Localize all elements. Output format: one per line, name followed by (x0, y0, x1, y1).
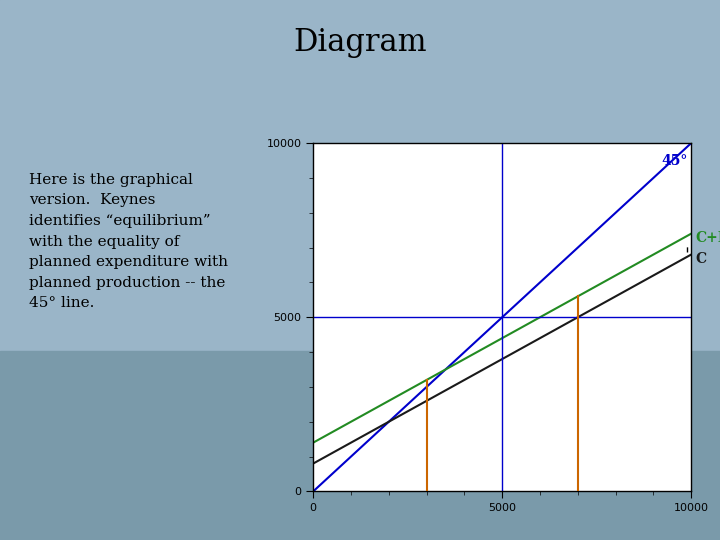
Text: 45°: 45° (661, 153, 688, 167)
Text: C: C (695, 252, 706, 266)
Text: Diagram: Diagram (293, 27, 427, 58)
Bar (0, 0, 720, 351)
Text: C+I: C+I (695, 231, 720, 245)
Text: Here is the graphical
version.  Keynes
identifies “equilibrium”
with the equalit: Here is the graphical version. Keynes id… (29, 173, 228, 310)
Bar (0, 351, 720, 540)
